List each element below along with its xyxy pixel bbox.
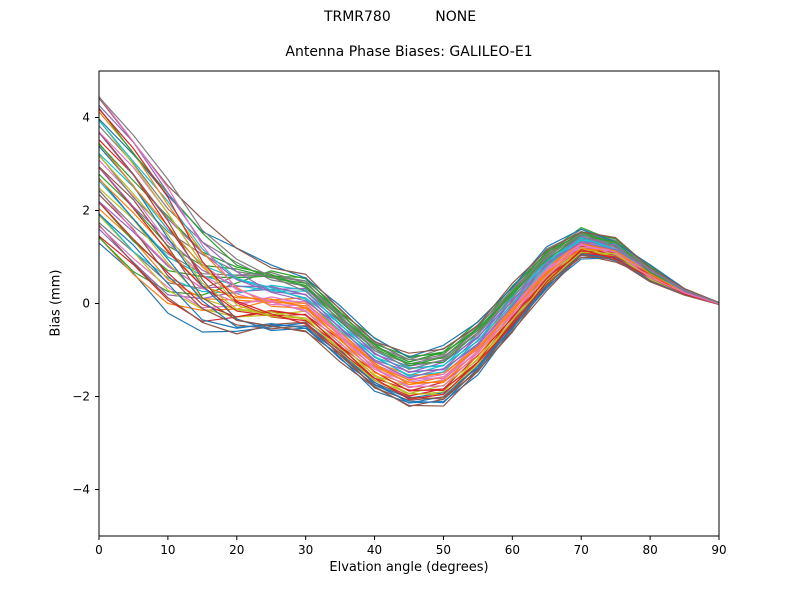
bias-curve bbox=[98, 213, 720, 369]
x-tick-label: 30 bbox=[298, 543, 313, 557]
bias-curve bbox=[98, 111, 720, 386]
y-tick-label: 0 bbox=[82, 297, 90, 311]
bias-curve bbox=[98, 125, 720, 365]
y-tick-label: −4 bbox=[72, 483, 90, 497]
bias-curve bbox=[98, 131, 720, 407]
bias-curve bbox=[98, 154, 720, 361]
bias-curve bbox=[98, 107, 720, 365]
bias-curve bbox=[98, 108, 720, 400]
bias-curve bbox=[98, 166, 720, 407]
x-tick-label: 20 bbox=[229, 543, 244, 557]
x-tick-label: 90 bbox=[711, 543, 726, 557]
x-tick-label: 40 bbox=[367, 543, 382, 557]
bias-curve bbox=[98, 224, 720, 400]
bias-curve bbox=[98, 97, 720, 354]
bias-curve bbox=[98, 201, 720, 392]
x-tick-label: 0 bbox=[95, 543, 103, 557]
y-tick-label: −2 bbox=[72, 390, 90, 404]
x-tick-label: 80 bbox=[642, 543, 657, 557]
bias-curve bbox=[98, 139, 720, 397]
bias-curve bbox=[98, 201, 720, 357]
y-tick-label: 4 bbox=[82, 111, 90, 125]
x-tick-label: 70 bbox=[574, 543, 589, 557]
x-tick-label: 60 bbox=[505, 543, 520, 557]
bias-curve bbox=[98, 187, 720, 395]
bias-curve bbox=[98, 96, 720, 370]
x-tick-label: 50 bbox=[436, 543, 451, 557]
bias-curve bbox=[98, 145, 720, 404]
x-axis-label: Elvation angle (degrees) bbox=[329, 560, 489, 575]
y-tick-label: 2 bbox=[82, 204, 90, 218]
bias-curve bbox=[98, 120, 720, 377]
x-tick-label: 10 bbox=[160, 543, 175, 557]
y-axis-label: Bias (mm) bbox=[48, 269, 64, 337]
bias-curve bbox=[98, 104, 720, 379]
figure-suptitle: TRMR780 NONE bbox=[323, 9, 477, 25]
bias-curve bbox=[98, 96, 720, 388]
bias-curve bbox=[98, 119, 720, 396]
bias-curve bbox=[98, 189, 720, 380]
chart-title: Antenna Phase Biases: GALILEO-E1 bbox=[285, 44, 533, 60]
